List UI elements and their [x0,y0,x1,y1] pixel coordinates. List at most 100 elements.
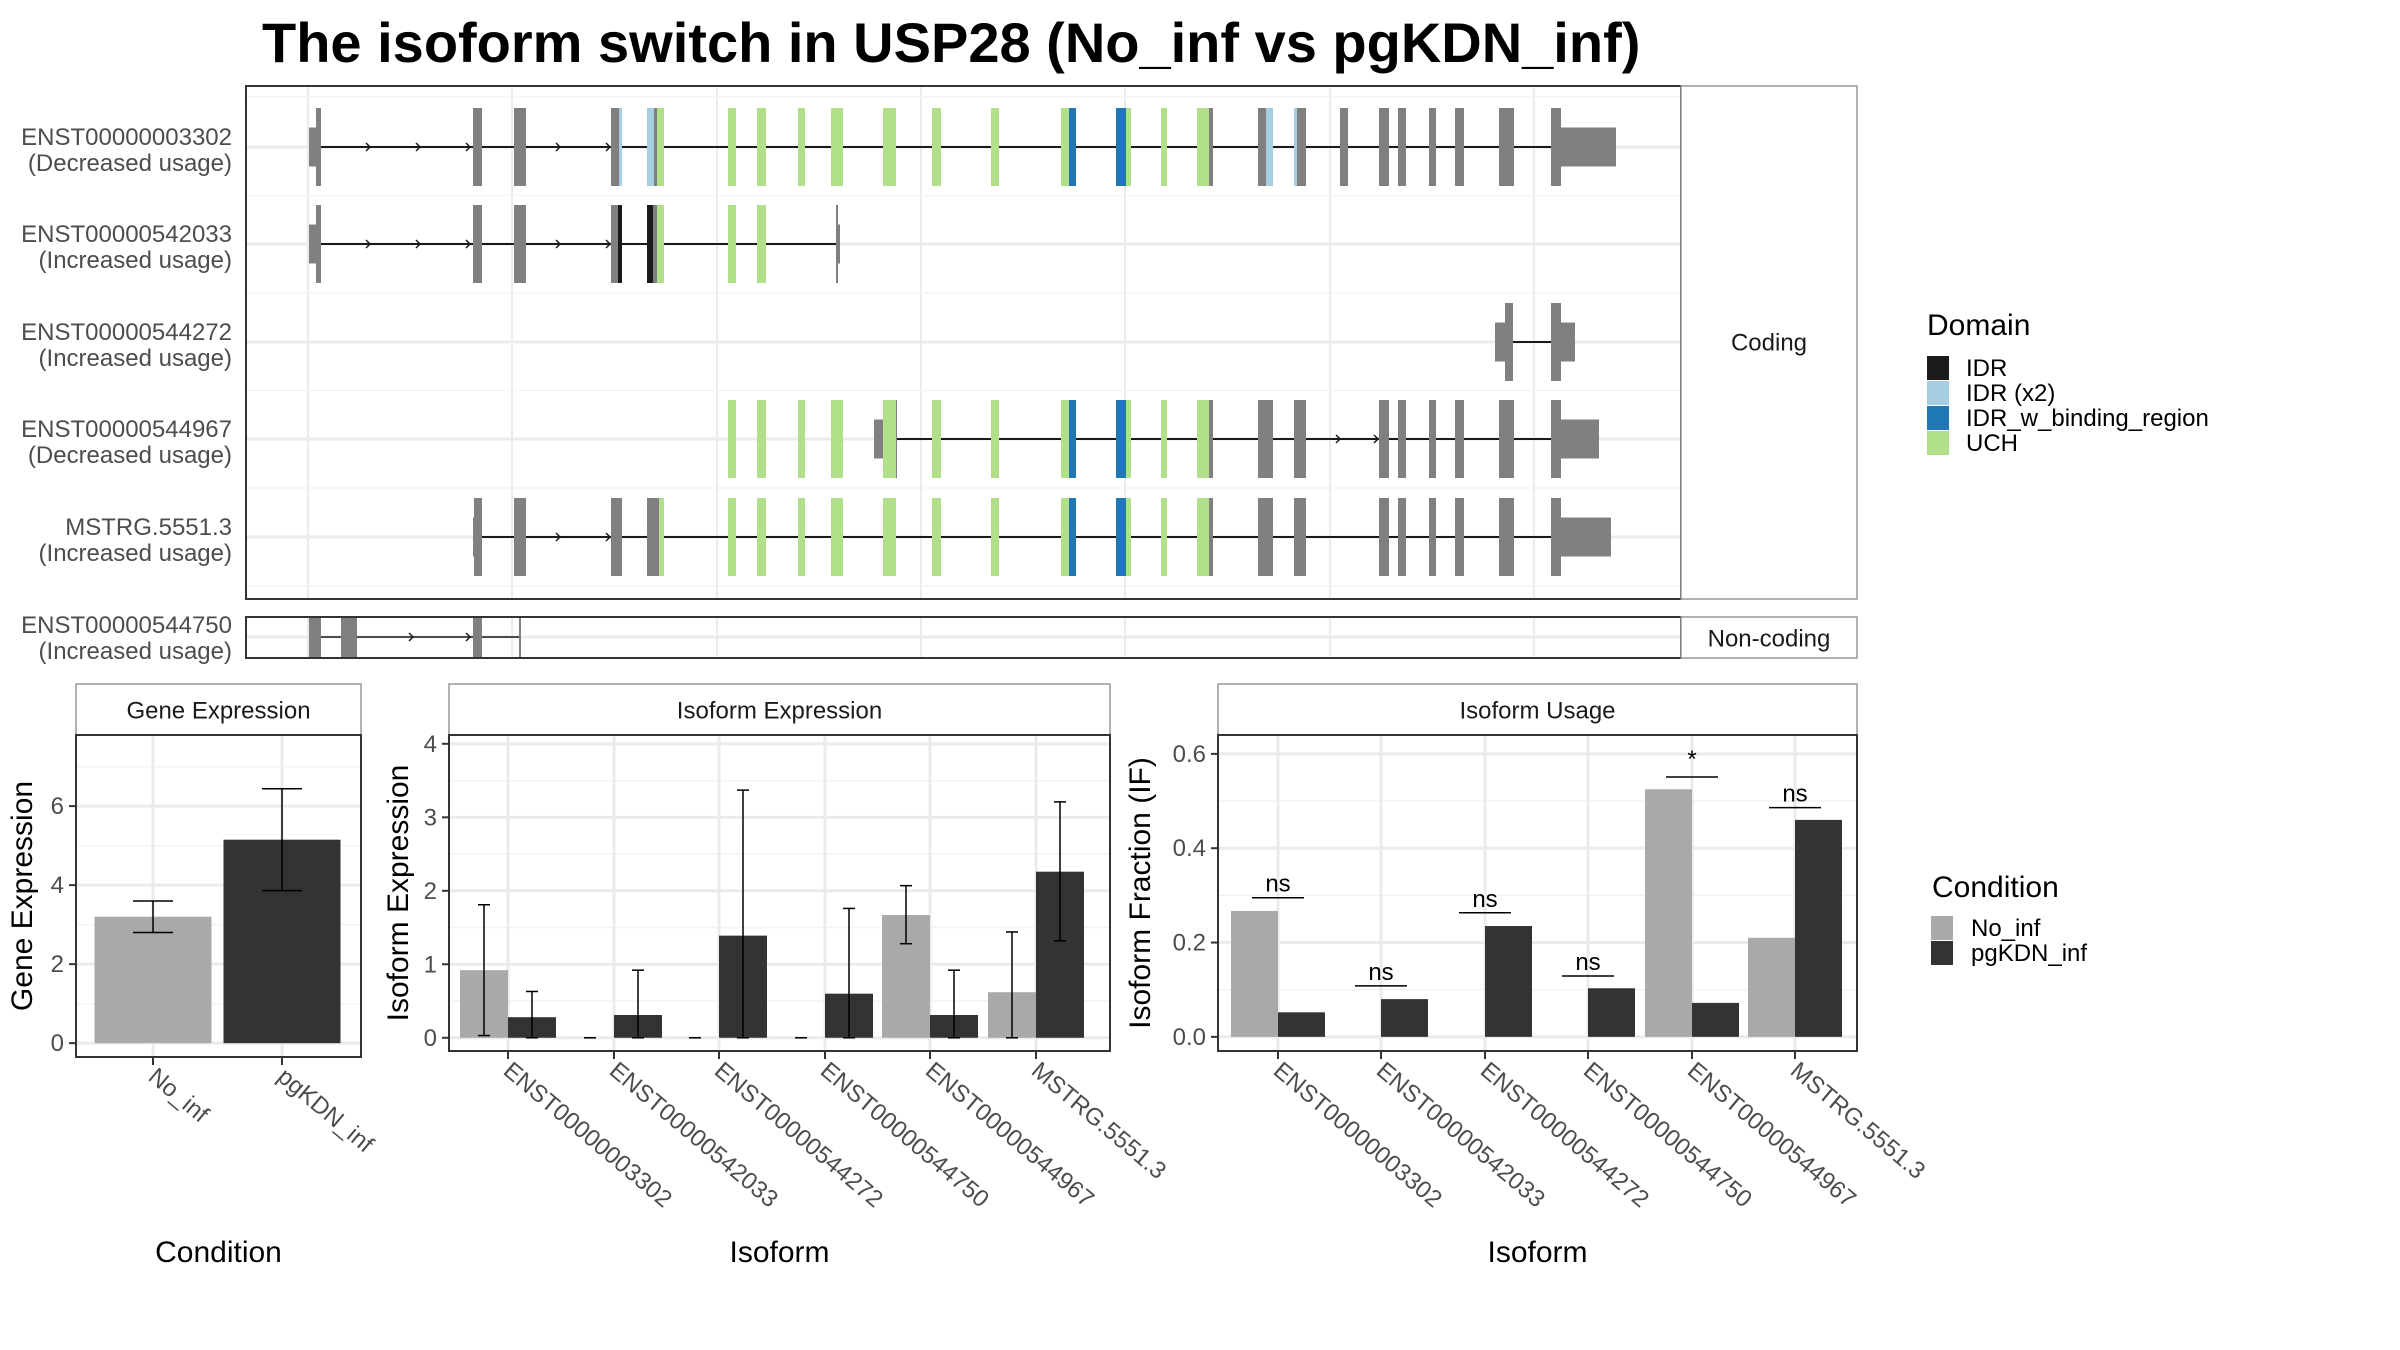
y-tick-label: 0.6 [1173,741,1206,768]
exon-block [647,498,659,576]
strand-arrow-icon [555,532,562,542]
exon-block [1398,400,1406,478]
exon-block [1499,400,1514,478]
exon-block [932,498,941,576]
exon-block [1379,498,1389,576]
strand-arrow-icon [465,632,472,642]
usage-status-label: (Increased usage) [39,247,232,274]
exon-block [514,498,526,576]
exon-block [932,400,941,478]
exon-block [831,400,843,478]
transcript-label: ENST00000003302 [21,124,232,151]
exon-block [1197,498,1209,576]
y-tick-label: 4 [424,731,437,758]
isoform-expression-chart: Isoform ExpressionENST00000003302ENST000… [382,683,1171,1269]
exon-block [1551,498,1561,576]
exon-block [657,205,664,283]
strand-arrow-icon [465,239,472,249]
error-bar [262,787,302,892]
exon-block [932,108,941,186]
strand-arrow-icon [408,632,415,642]
exon-block [473,108,482,186]
noncoding-strip-label: Non-coding [1708,626,1831,653]
legend-swatch-idr-x2- [1927,381,1949,405]
legend-swatch-pgkdn-inf [1931,941,1953,965]
exon-block [1398,108,1406,186]
condition-legend-title: Condition [1932,871,2059,904]
exon-block [618,205,622,283]
exon-block [1398,498,1406,576]
exon-block [1551,108,1561,186]
y-tick-label: 0.4 [1173,835,1206,862]
y-tick-label: 4 [51,872,64,899]
legend-swatch-idr-w-binding-region [1927,406,1949,430]
transcript-row-ENST00000544272 [1495,303,1575,381]
strand-arrow-icon [465,142,472,152]
exon-block [757,400,766,478]
exon-block [647,205,653,283]
exon-block [647,108,654,186]
strand-arrow-icon [555,239,562,249]
panel-strip-title: Gene Expression [126,698,310,725]
legend-label: UCH [1966,430,2018,457]
utr-block [1561,517,1611,557]
exon-block [611,108,619,186]
strand-arrow-icon [415,142,422,152]
legend-label: IDR_w_binding_region [1966,405,2209,432]
bar-no-inf [1231,910,1278,1037]
legend-swatch-uch [1927,431,1949,455]
exon-block [1505,303,1513,381]
exon-block [653,205,657,283]
exon-block [1340,108,1348,186]
exon-block [1197,400,1209,478]
exon-block [611,498,622,576]
error-bar [900,884,912,945]
panel-strip [75,683,362,736]
exon-block [519,618,521,657]
exon-block [1429,400,1436,478]
exon-block [474,498,482,576]
significance-label: ns [1575,949,1600,976]
significance-label: ns [1265,871,1290,898]
error-bar [526,990,538,1039]
exon-block [1455,498,1464,576]
exon-block [1061,498,1069,576]
exon-block [1116,400,1126,478]
exon-block [1294,400,1306,478]
error-bar [478,904,490,1037]
bar-pgkdn-inf [1692,1002,1739,1037]
exon-block [316,205,321,283]
y-tick-label: 0 [424,1025,437,1052]
exon-block [991,108,999,186]
exon-block [831,498,843,576]
exon-block [798,108,805,186]
exon-block [316,108,321,186]
exon-block [1266,108,1273,186]
utr-block [1561,419,1599,459]
coding-strip-label: Coding [1731,330,1807,357]
exon-block [1209,498,1213,576]
exon-block [1161,400,1167,478]
exon-block [836,205,838,283]
bar-pgkdn-inf [1795,819,1842,1037]
utr-block [309,127,319,167]
exon-block [1116,498,1126,576]
strand-arrow-icon [1335,434,1342,444]
y-axis-title: Gene Expression [6,781,39,1011]
x-axis-title: Isoform [1487,1236,1587,1269]
exon-block [1429,108,1436,186]
panel-strip-title: Isoform Expression [677,698,882,725]
exon-block [1116,108,1126,186]
transcript-label: ENST00000544967 [21,416,232,443]
x-axis-title: Condition [155,1236,282,1269]
exon-block [1197,108,1209,186]
error-bar [843,907,855,1039]
exon-block [1551,303,1561,381]
panel-strip [1217,683,1858,736]
strand-arrow-icon [365,142,372,152]
exon-block [757,205,766,283]
y-tick-label: 0.2 [1173,930,1206,957]
y-tick-label: 6 [51,793,64,820]
